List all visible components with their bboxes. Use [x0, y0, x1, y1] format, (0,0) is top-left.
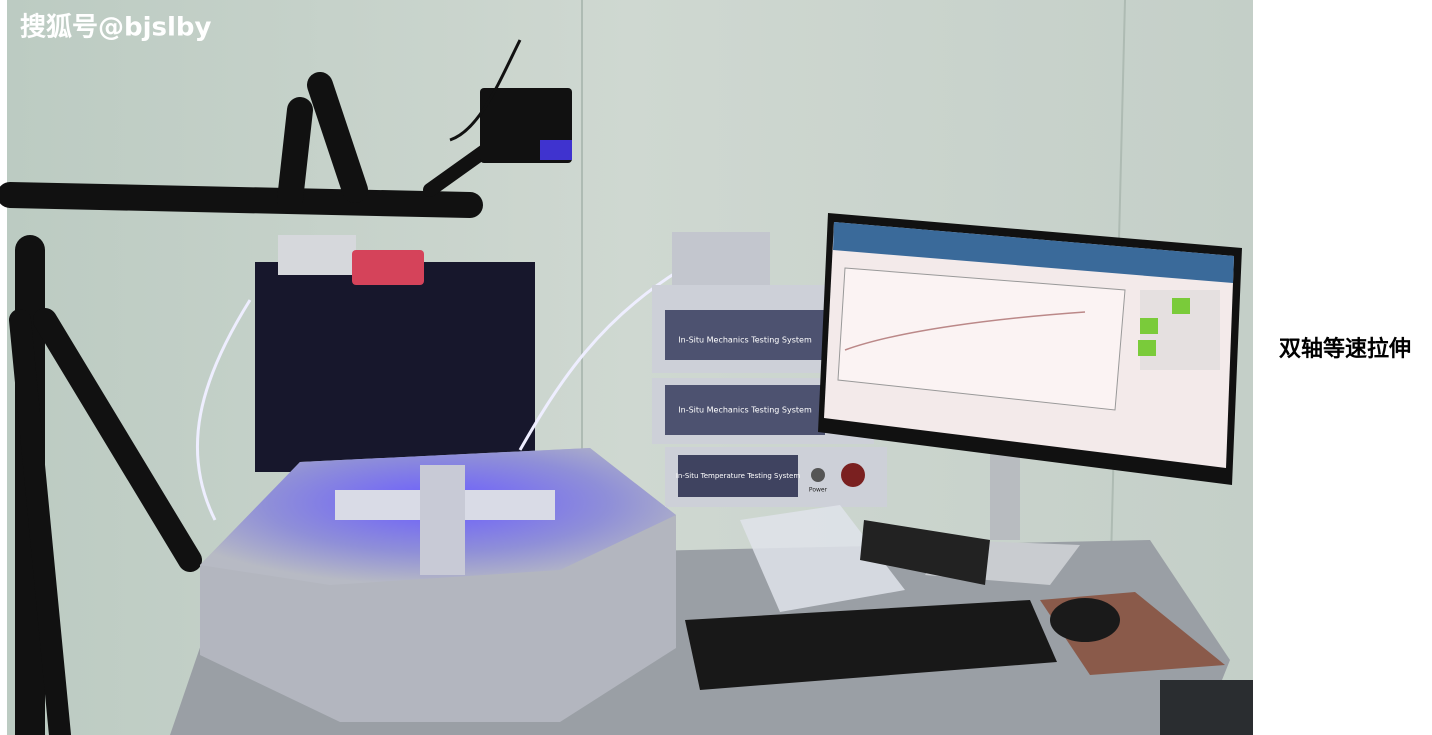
- device: [860, 520, 990, 585]
- button: [811, 468, 825, 482]
- photo: In-Situ Mechanics Testing System In-Situ…: [0, 0, 1253, 735]
- mouse: [1050, 598, 1120, 642]
- camera-light: [540, 140, 572, 160]
- screen-header: [833, 222, 1234, 283]
- screen-curve: [844, 311, 1086, 351]
- keyboard: [685, 600, 1057, 690]
- device-label: In-Situ Mechanics Testing System: [678, 336, 812, 345]
- panel: [665, 385, 825, 435]
- table-leg: [1160, 680, 1253, 735]
- device-label: In-Situ Mechanics Testing System: [678, 406, 812, 415]
- device-label: Power: [809, 487, 828, 494]
- caption: 双轴等速拉伸: [1279, 336, 1411, 362]
- watermark: 搜狐号@bjslby: [20, 13, 212, 43]
- screen-button: [1140, 318, 1158, 334]
- screen-button: [1172, 298, 1190, 314]
- controller-box: [255, 262, 535, 472]
- panel: [665, 310, 825, 360]
- tube: [518, 268, 681, 451]
- tube: [196, 299, 252, 521]
- module: [352, 250, 424, 285]
- screen-button: [1138, 340, 1156, 356]
- cable: [449, 39, 522, 142]
- module: [278, 235, 356, 275]
- screen-plot: [837, 267, 1126, 411]
- button: [841, 463, 865, 487]
- grip: [420, 465, 465, 575]
- panel: [678, 455, 798, 497]
- toolbox: [740, 505, 905, 612]
- device-label: In-Situ Temperature Testing System: [676, 472, 801, 480]
